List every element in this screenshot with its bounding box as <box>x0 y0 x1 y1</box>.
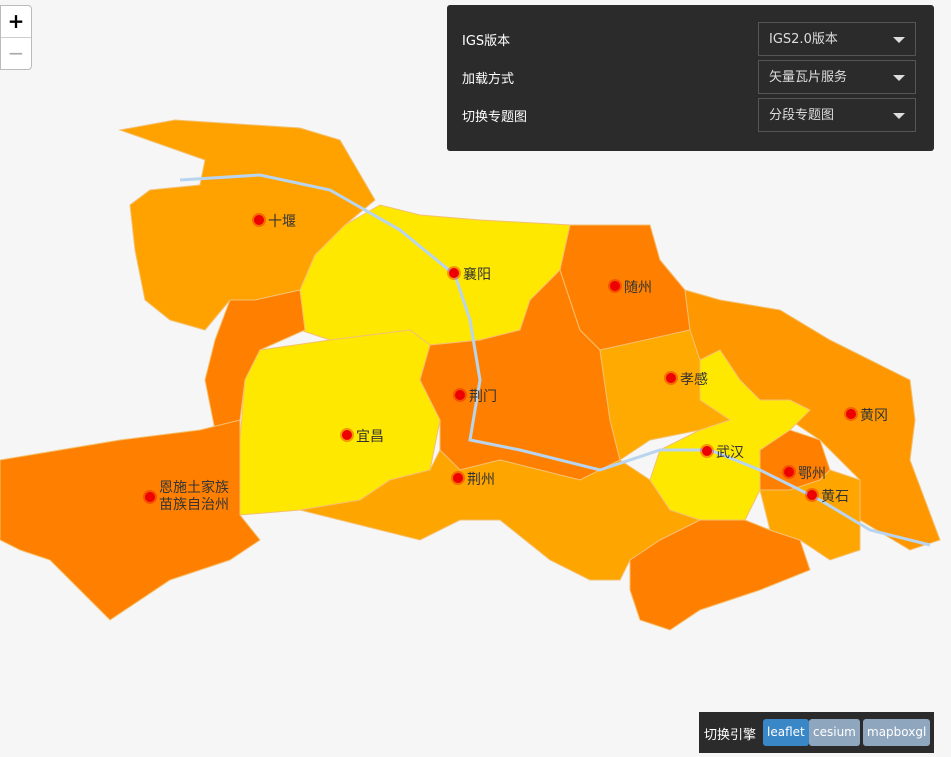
select[interactable]: 分段专题图 <box>758 98 916 132</box>
city-marker <box>455 390 465 400</box>
engine-label: 切换引擎 <box>704 728 757 743</box>
city-marker <box>449 268 459 278</box>
city-marker <box>342 430 352 440</box>
zoom-control: + − <box>0 5 32 70</box>
river <box>179 173 931 547</box>
city-label: 武汉 <box>716 445 744 461</box>
row-label: 切换专题图 <box>462 110 528 125</box>
engine-button[interactable]: mapboxgl <box>863 719 931 746</box>
engine-switch: 切换引擎 leaflet cesium mapboxgl <box>699 712 934 753</box>
city-label: 黄石 <box>821 489 849 505</box>
city-marker <box>807 490 817 500</box>
region <box>629 519 811 631</box>
city-label: 荆门 <box>469 389 497 405</box>
city-label: 襄阳 <box>463 267 491 283</box>
panel-row: IGS版本 IGS2.0版本 <box>447 22 934 58</box>
row-label: IGS版本 <box>462 34 511 49</box>
city-marker <box>254 215 264 225</box>
region <box>649 349 811 521</box>
row-label: 加载方式 <box>462 72 515 87</box>
city-label: 孝感 <box>680 372 708 388</box>
select[interactable]: 矢量瓦片服务 <box>758 60 916 94</box>
city-label: 十堰 <box>268 214 296 230</box>
city-marker <box>784 467 794 477</box>
city-label: 恩施土家族苗族自治州 <box>159 480 229 513</box>
city-label: 荆州 <box>467 472 495 488</box>
select[interactable]: IGS2.0版本 <box>758 22 916 56</box>
city-label: 随州 <box>624 280 652 296</box>
city-marker <box>145 492 155 502</box>
panel-row: 加载方式 矢量瓦片服务 <box>447 60 934 96</box>
city-label: 黄冈 <box>860 408 888 424</box>
city-label: 鄂州 <box>798 466 826 482</box>
engine-button[interactable]: cesium <box>809 719 860 746</box>
control-panel: IGS版本 IGS2.0版本 加载方式 矢量瓦片服务 切换专题图 分段专题图 <box>447 5 934 151</box>
city-label: 宜昌 <box>356 429 384 445</box>
engine-button[interactable]: leaflet <box>763 719 809 746</box>
zoom-out[interactable]: − <box>1 37 31 69</box>
zoom-in[interactable]: + <box>7 9 25 33</box>
city-marker <box>666 373 676 383</box>
city-marker <box>702 446 712 456</box>
city-marker <box>846 409 856 419</box>
panel-row: 切换专题图 分段专题图 <box>447 98 934 134</box>
city-marker <box>610 281 620 291</box>
city-marker <box>453 473 463 483</box>
region <box>0 419 261 621</box>
region <box>759 469 861 561</box>
